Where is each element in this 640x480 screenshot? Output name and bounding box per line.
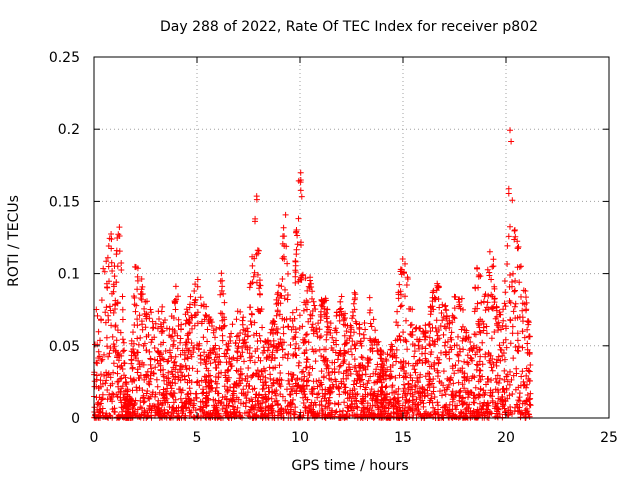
data-points [91,127,534,421]
y-tick-label: 0 [71,411,80,427]
y-tick-label: 0.2 [58,122,80,138]
y-tick-label: 0.15 [49,194,80,210]
y-tick-label: 0.25 [49,50,80,66]
x-tick-label: 10 [291,430,309,446]
chart-title: Day 288 of 2022, Rate Of TEC Index for r… [160,19,538,35]
y-tick-label: 0.05 [49,339,80,355]
x-tick-label: 5 [193,430,202,446]
grid [94,57,609,418]
y-tick-label: 0.1 [58,267,80,283]
y-axis-label: ROTI / TECUs [6,195,22,287]
x-tick-label: 0 [90,430,99,446]
x-tick-label: 20 [497,430,515,446]
x-tick-label: 15 [394,430,412,446]
roti-markers [91,127,534,421]
axis-ticks: 0 5 10 15 20 25 0 0.05 0.1 0.15 0.2 0.25 [49,50,618,446]
x-axis-label: GPS time / hours [291,458,408,474]
x-tick-label: 25 [600,430,618,446]
plot-frame [93,56,610,419]
